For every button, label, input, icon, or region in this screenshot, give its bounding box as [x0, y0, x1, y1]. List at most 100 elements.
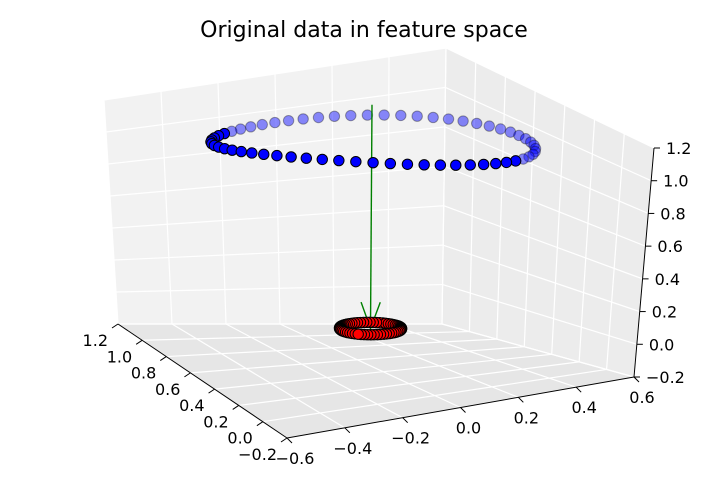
floor-grid-y [279, 323, 461, 409]
blue-point [312, 111, 325, 124]
z-tick-label: 0.4 [655, 270, 680, 289]
z-tick-label: −0.2 [646, 368, 685, 387]
blue-point [411, 110, 423, 122]
wall-grid-x [605, 133, 625, 370]
series-back-points [226, 109, 542, 165]
x-tick-label: 0.2 [203, 412, 228, 431]
wall-grid-y [103, 99, 119, 325]
blue-point [525, 136, 537, 148]
wall-grid-x [551, 105, 566, 355]
wall-grid-y [160, 91, 173, 325]
y-tick [344, 427, 351, 434]
z-tick-label: 0.0 [649, 335, 674, 354]
y-tick [286, 437, 293, 444]
tick-labels: −0.20.00.20.40.60.81.01.2−0.6−0.4−0.20.0… [83, 139, 692, 468]
blue-point [269, 116, 281, 129]
blue-point [256, 118, 268, 131]
x-tick-label: 1.0 [107, 347, 132, 366]
x-tick [256, 421, 264, 427]
wall-grid-z [115, 283, 443, 293]
y-tick-label: 0.0 [456, 419, 481, 438]
blue-point [300, 152, 313, 164]
y-tick-label: −0.4 [333, 439, 372, 458]
blue-point [442, 113, 455, 125]
blue-point [500, 156, 513, 169]
blue-point [529, 142, 542, 155]
blue-point [483, 120, 495, 132]
blue-point [418, 159, 430, 171]
blue-point [235, 145, 247, 158]
y-tick [575, 386, 582, 393]
wall-grid-y [331, 65, 335, 325]
blue-point [258, 148, 270, 161]
x-tick [160, 356, 167, 361]
y-tick [460, 407, 466, 413]
wall-grid-x [441, 47, 447, 325]
z-tick-label: 0.8 [660, 204, 685, 223]
blue-point [361, 109, 374, 121]
arrow-layer [360, 104, 381, 331]
blue-point [509, 155, 522, 167]
blue-point [285, 151, 297, 163]
back-left-pane [104, 48, 446, 324]
wall-grid-x [578, 119, 596, 362]
y-tick-label: 0.6 [629, 388, 654, 407]
red-point [352, 328, 364, 340]
blue-point [234, 123, 247, 135]
wall-grid-z2 [444, 126, 649, 214]
wall-grid-z2 [443, 205, 643, 280]
blue-point [529, 145, 541, 158]
wall-grid-z [109, 165, 445, 197]
blue-point [245, 121, 257, 133]
blue-point [378, 109, 390, 121]
y-tick-label: 0.2 [514, 408, 539, 427]
blue-point [523, 151, 535, 163]
blue-point [528, 139, 540, 152]
z-tick-label: 1.0 [663, 172, 688, 191]
blue-point [471, 117, 483, 130]
y-tick-label: −0.6 [276, 449, 315, 468]
chart-title: Original data in feature space [200, 18, 528, 43]
x-tick [208, 388, 215, 394]
wall-grid-x [468, 62, 477, 332]
blue-point [246, 147, 258, 159]
blue-point [504, 126, 517, 138]
blue-point [333, 154, 345, 167]
x-tick-label: 0.4 [179, 396, 204, 415]
wall-grid-x [496, 76, 507, 340]
series-front-points [205, 127, 522, 341]
blue-point [282, 114, 295, 127]
y-tick-label: −0.2 [391, 429, 430, 448]
wall-grid-z [113, 244, 444, 261]
blue-point [457, 115, 469, 127]
blue-point [316, 153, 328, 166]
blue-point [477, 158, 490, 171]
blue-point [328, 110, 341, 123]
blue-point [401, 158, 414, 170]
wall-grid-z [103, 47, 447, 101]
x-tick-label: −0.2 [238, 445, 277, 464]
blue-point [297, 113, 309, 125]
arrow-head [360, 301, 381, 331]
z-tick-label: 1.2 [666, 139, 691, 158]
blue-point [527, 148, 539, 160]
z-axis-line [633, 147, 655, 378]
blue-point [490, 157, 502, 170]
x-axis-line [117, 323, 288, 439]
x-tick-label: 0.8 [131, 364, 156, 383]
blue-point [395, 109, 407, 122]
wall-grid-z2 [445, 86, 652, 182]
x-tick-label: 1.2 [83, 331, 108, 350]
wall-grid-z [111, 205, 444, 229]
x-tick [232, 405, 239, 410]
y-tick-label: 0.4 [571, 398, 596, 417]
blue-point [519, 133, 532, 145]
wall-grid-z2 [441, 323, 635, 378]
x-tick [111, 323, 119, 329]
blue-point [367, 156, 379, 169]
blue-point [271, 149, 283, 162]
x-tick [184, 372, 191, 378]
x-tick [280, 437, 288, 443]
